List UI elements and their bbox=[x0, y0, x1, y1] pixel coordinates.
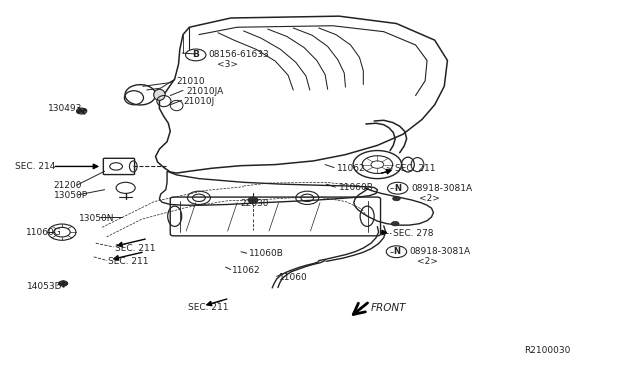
Text: 11062: 11062 bbox=[232, 266, 260, 275]
Ellipse shape bbox=[154, 89, 165, 100]
Text: 21200: 21200 bbox=[54, 182, 82, 190]
Text: B: B bbox=[192, 51, 199, 60]
Text: 14053D: 14053D bbox=[27, 282, 62, 291]
Circle shape bbox=[77, 108, 87, 114]
Text: SEC. 278: SEC. 278 bbox=[394, 229, 434, 238]
Text: 11060: 11060 bbox=[279, 273, 308, 282]
Text: <3>: <3> bbox=[217, 60, 238, 69]
Text: 11060B: 11060B bbox=[339, 183, 374, 192]
Text: 13050P: 13050P bbox=[54, 191, 88, 200]
Text: SEC. 211: SEC. 211 bbox=[108, 257, 149, 266]
Circle shape bbox=[248, 197, 258, 203]
Text: 08918-3081A: 08918-3081A bbox=[411, 184, 472, 193]
Text: SEC. 214: SEC. 214 bbox=[15, 162, 56, 171]
Circle shape bbox=[59, 281, 68, 286]
Text: N: N bbox=[394, 184, 401, 193]
Text: <2>: <2> bbox=[417, 257, 438, 266]
Text: R2100030: R2100030 bbox=[524, 346, 570, 355]
Text: N: N bbox=[393, 247, 400, 256]
Text: SEC. 211: SEC. 211 bbox=[115, 244, 156, 253]
Text: 11060G: 11060G bbox=[26, 228, 61, 237]
Text: FRONT: FRONT bbox=[371, 303, 406, 313]
Circle shape bbox=[392, 221, 399, 226]
Text: SEC. 211: SEC. 211 bbox=[395, 164, 436, 173]
Text: 08156-61633: 08156-61633 bbox=[209, 50, 269, 59]
Text: 21010J: 21010J bbox=[184, 97, 215, 106]
Text: 130493: 130493 bbox=[48, 104, 83, 113]
Text: <2>: <2> bbox=[419, 194, 440, 203]
Text: 21010: 21010 bbox=[177, 77, 205, 86]
Text: 21010JA: 21010JA bbox=[186, 87, 223, 96]
Text: 11060B: 11060B bbox=[248, 250, 284, 259]
Text: 08918-3081A: 08918-3081A bbox=[410, 247, 471, 256]
Text: 11062: 11062 bbox=[337, 164, 366, 173]
Text: SEC. 211: SEC. 211 bbox=[188, 303, 228, 312]
Text: 22630: 22630 bbox=[241, 199, 269, 208]
Text: 13050N: 13050N bbox=[79, 214, 115, 223]
Circle shape bbox=[393, 196, 400, 201]
